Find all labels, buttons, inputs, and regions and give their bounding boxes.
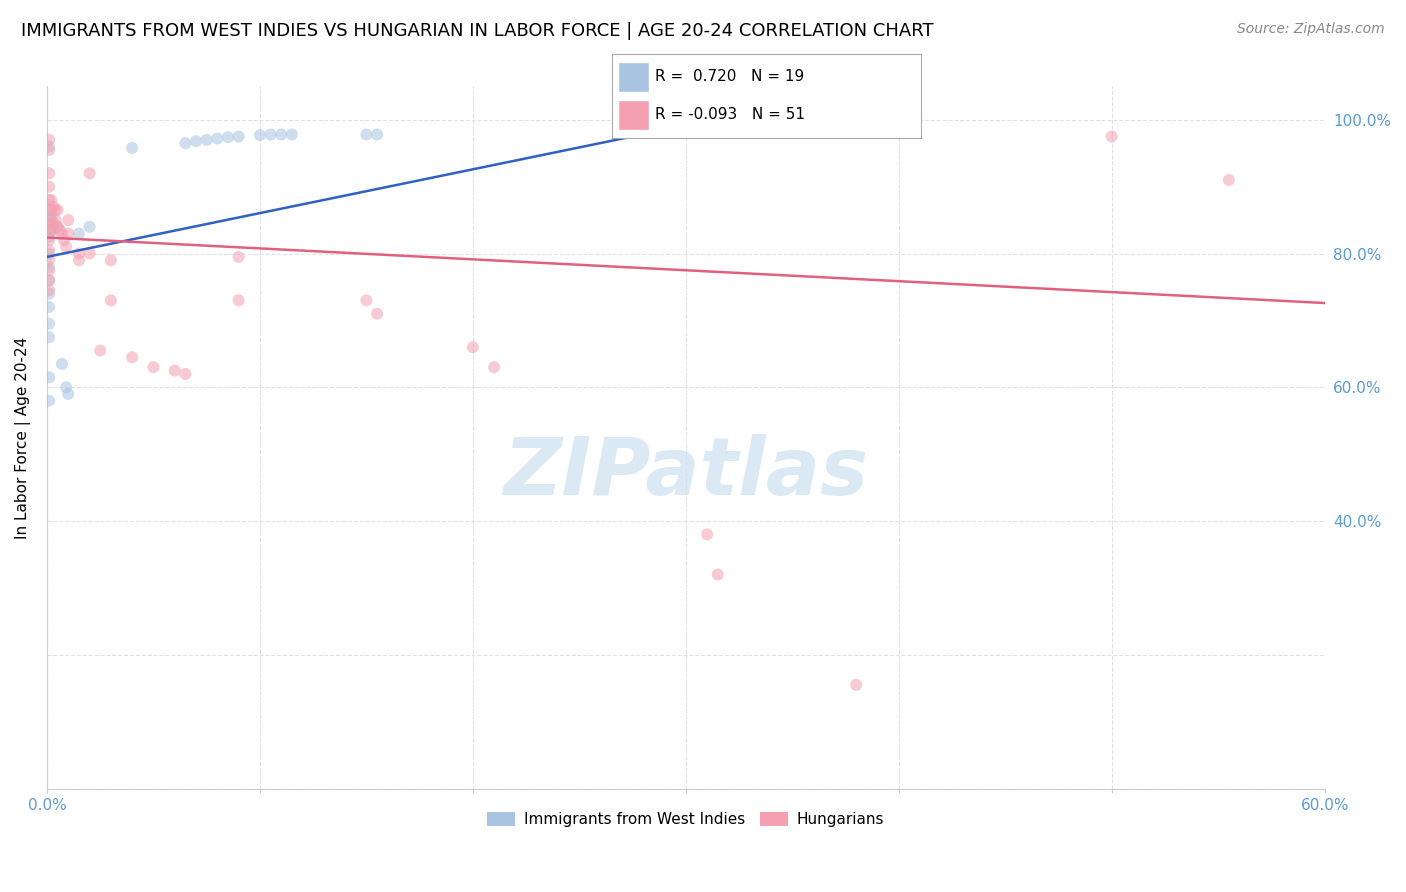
Point [174, 367, 197, 381]
Point [38, 133, 60, 147]
Point [38, 393, 60, 408]
Text: R = -0.093   N = 51: R = -0.093 N = 51 [655, 107, 804, 122]
Point [79, 219, 101, 234]
Point [89, 343, 111, 358]
Text: ZIPatlas: ZIPatlas [503, 434, 869, 511]
Legend: Immigrants from West Indies, Hungarians: Immigrants from West Indies, Hungarians [481, 806, 890, 833]
Point [38, 243, 60, 257]
Point [38, 253, 60, 268]
Point [48, 223, 70, 237]
Point [39, 213, 62, 227]
Point [1101, 129, 1123, 144]
Point [163, 363, 186, 377]
Point [38, 317, 60, 331]
Point [207, 131, 229, 145]
Point [228, 129, 250, 144]
Point [142, 360, 165, 375]
Point [38, 166, 60, 180]
Point [1218, 173, 1240, 187]
Text: Source: ZipAtlas.com: Source: ZipAtlas.com [1237, 22, 1385, 37]
Point [217, 130, 239, 145]
Point [174, 136, 197, 151]
Point [38, 330, 60, 344]
Point [482, 360, 505, 375]
Point [67, 253, 90, 268]
Point [46, 219, 69, 234]
Y-axis label: In Labor Force | Age 20-24: In Labor Force | Age 20-24 [15, 336, 31, 539]
Point [461, 340, 484, 354]
Point [38, 246, 60, 260]
Point [366, 128, 388, 142]
Point [46, 219, 69, 234]
Point [270, 128, 292, 142]
Text: IMMIGRANTS FROM WEST INDIES VS HUNGARIAN IN LABOR FORCE | AGE 20-24 CORRELATION : IMMIGRANTS FROM WEST INDIES VS HUNGARIAN… [21, 22, 934, 40]
Point [46, 203, 69, 218]
Point [51, 357, 73, 371]
Point [696, 527, 718, 541]
Point [706, 567, 728, 582]
Point [38, 217, 60, 231]
Point [51, 227, 73, 241]
Point [44, 213, 66, 227]
Point [675, 120, 697, 135]
Point [39, 223, 62, 237]
Point [38, 370, 60, 384]
Point [38, 300, 60, 314]
Point [42, 217, 65, 231]
Point [38, 143, 60, 157]
Point [38, 179, 60, 194]
Point [228, 250, 250, 264]
Point [249, 128, 271, 143]
Point [67, 246, 90, 260]
Point [38, 273, 60, 287]
Point [39, 210, 62, 224]
Point [38, 203, 60, 218]
Point [42, 200, 65, 214]
Point [53, 233, 76, 247]
Point [356, 293, 378, 308]
Point [121, 141, 143, 155]
Point [58, 387, 80, 401]
Point [79, 246, 101, 260]
Point [39, 223, 62, 237]
Point [39, 193, 62, 207]
Point [100, 253, 122, 268]
Point [696, 120, 718, 135]
Point [38, 210, 60, 224]
Point [195, 133, 218, 147]
Point [845, 678, 868, 692]
Point [38, 193, 60, 207]
Point [38, 229, 60, 244]
Point [184, 134, 207, 148]
Text: R =  0.720   N = 19: R = 0.720 N = 19 [655, 70, 804, 85]
Point [281, 128, 304, 142]
Point [121, 350, 143, 364]
Point [100, 293, 122, 308]
FancyBboxPatch shape [617, 62, 648, 92]
Point [38, 283, 60, 297]
Point [38, 260, 60, 274]
Point [38, 223, 60, 237]
Point [38, 139, 60, 153]
Point [55, 240, 77, 254]
Point [654, 120, 676, 135]
Point [38, 233, 60, 247]
Point [58, 227, 80, 241]
FancyBboxPatch shape [617, 100, 648, 130]
Point [259, 128, 281, 142]
Point [228, 293, 250, 308]
Point [356, 128, 378, 142]
Point [38, 286, 60, 301]
Point [44, 203, 66, 218]
Point [67, 227, 90, 241]
Point [58, 213, 80, 227]
Point [664, 120, 686, 135]
Point [38, 273, 60, 287]
Point [55, 380, 77, 394]
Point [42, 223, 65, 237]
Point [79, 166, 101, 180]
Point [38, 263, 60, 277]
Point [366, 307, 388, 321]
Point [39, 203, 62, 218]
